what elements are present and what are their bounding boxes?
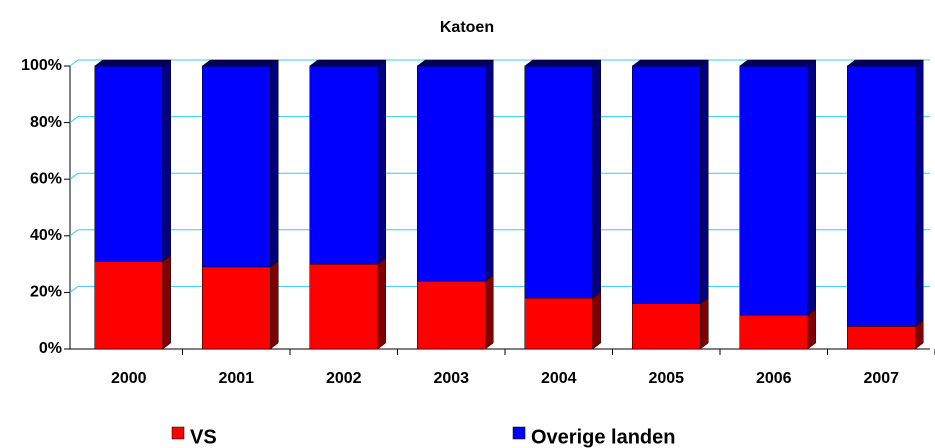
bar-side (700, 59, 709, 305)
x-tick-label: 2007 (863, 370, 899, 387)
bar-side (270, 260, 279, 350)
legend-label: Overige landen (531, 426, 676, 448)
legend-swatch (512, 426, 526, 440)
bar-side (377, 257, 386, 350)
bar-side (700, 297, 709, 350)
bar-side (485, 274, 494, 350)
bar-side (270, 59, 279, 268)
bar-side (162, 254, 171, 350)
x-tick-label: 2002 (326, 370, 362, 387)
bar (524, 65, 593, 299)
x-tick-label: 2006 (756, 370, 792, 387)
chart-title: Katoen (440, 19, 494, 36)
bar-side (915, 59, 924, 327)
bar-side (807, 308, 816, 350)
bar-side (377, 59, 386, 265)
bar (417, 65, 486, 282)
bar-top (846, 59, 924, 67)
y-tick-label: 20% (30, 284, 62, 301)
grid-line (69, 116, 79, 123)
legend-label: VS (190, 426, 217, 448)
bar (309, 65, 378, 265)
bar-side (807, 59, 816, 316)
bar (847, 326, 916, 350)
bar-side (162, 59, 171, 262)
bar (632, 303, 701, 350)
bar (202, 266, 271, 350)
bar (524, 297, 593, 350)
y-tick-label: 60% (30, 170, 62, 187)
bar-top (524, 59, 602, 67)
x-tick-label: 2005 (648, 370, 684, 387)
bar-top (739, 59, 817, 67)
grid-line (69, 59, 79, 67)
x-tick-label: 2000 (111, 370, 147, 387)
bar (94, 65, 163, 262)
bar-top (94, 59, 172, 67)
bar (632, 65, 701, 304)
bar-top (416, 59, 494, 67)
bar-top (631, 59, 709, 67)
bar (202, 65, 271, 268)
y-tick-label: 40% (30, 227, 62, 244)
bar (309, 263, 378, 350)
bar (417, 280, 486, 350)
grid-line (69, 172, 79, 180)
x-tick-label: 2001 (218, 370, 254, 387)
grid-line (69, 285, 79, 293)
y-tick-label: 100% (21, 57, 62, 74)
bar (739, 65, 808, 316)
bar-side (592, 59, 601, 299)
grid-line (69, 229, 79, 237)
y-tick-label: 80% (30, 114, 62, 131)
y-tick-label: 0% (39, 340, 62, 357)
bar-top (309, 59, 387, 67)
bar (94, 261, 163, 350)
bar-side (592, 291, 601, 350)
bar-side (485, 59, 494, 282)
legend-swatch (171, 426, 185, 440)
bar (739, 314, 808, 350)
bar-top (201, 59, 279, 67)
bar (847, 65, 916, 327)
x-tick-label: 2004 (541, 370, 577, 387)
x-tick-label: 2003 (433, 370, 469, 387)
